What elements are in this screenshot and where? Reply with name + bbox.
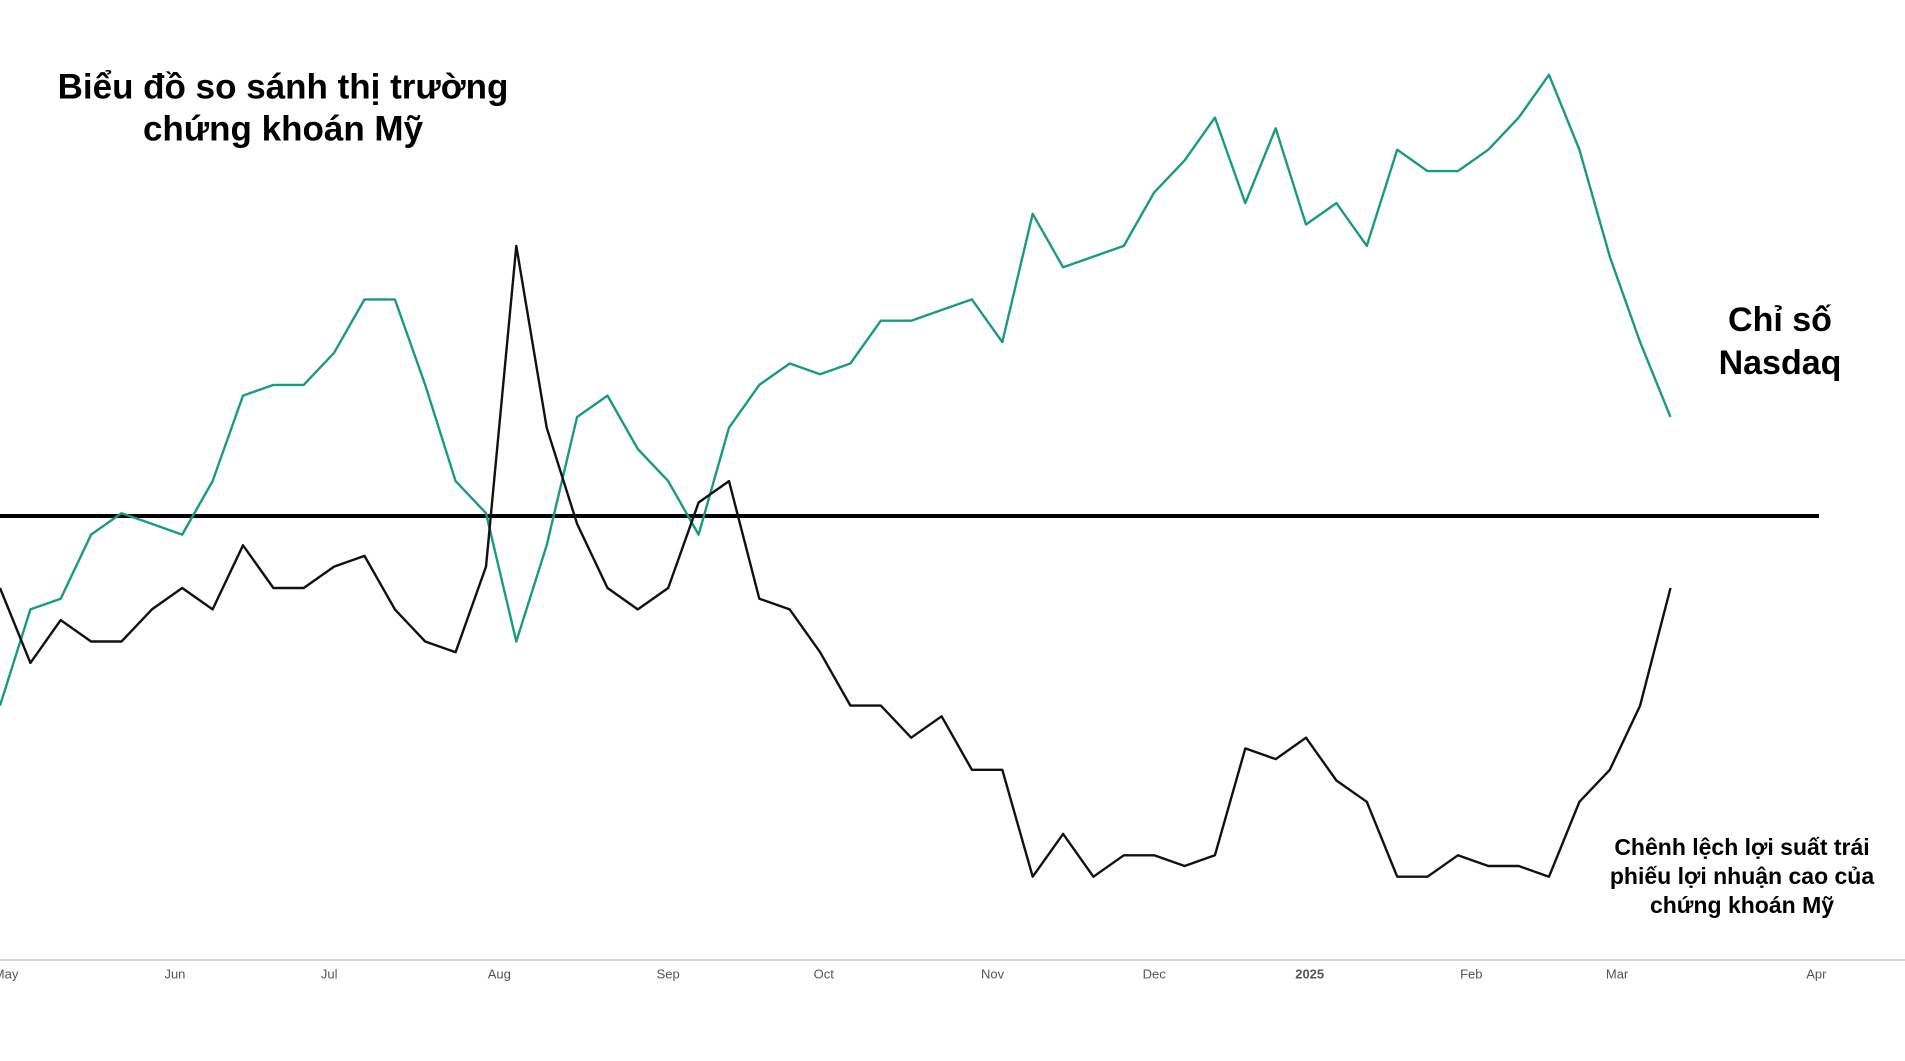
x-tick-label: May <box>0 966 19 981</box>
x-tick-label: Sep <box>657 966 680 981</box>
x-tick-label: Jun <box>164 966 185 981</box>
series-line <box>0 73 1672 706</box>
series-line <box>0 244 1672 878</box>
x-tick-label: Apr <box>1806 966 1827 981</box>
chart-title: chứng khoán Mỹ <box>143 109 424 148</box>
series-label: Chênh lệch lợi suất trái <box>1614 834 1869 860</box>
x-tick-label: Dec <box>1143 966 1167 981</box>
x-tick-label: Feb <box>1460 966 1482 981</box>
series-label: Nasdaq <box>1719 344 1842 382</box>
x-tick-label: 2025 <box>1295 966 1324 981</box>
x-tick-label: Oct <box>814 966 835 981</box>
x-tick-label: Jul <box>321 966 338 981</box>
x-tick-label: Nov <box>981 966 1005 981</box>
series-label: Chỉ số <box>1728 301 1832 339</box>
series-label: chứng khoán Mỹ <box>1650 892 1834 918</box>
x-tick-label: Aug <box>488 966 511 981</box>
series-label: phiếu lợi nhuận cao của <box>1610 863 1874 889</box>
chart-title: Biểu đồ so sánh thị trường <box>58 67 509 106</box>
x-tick-label: Mar <box>1606 966 1629 981</box>
